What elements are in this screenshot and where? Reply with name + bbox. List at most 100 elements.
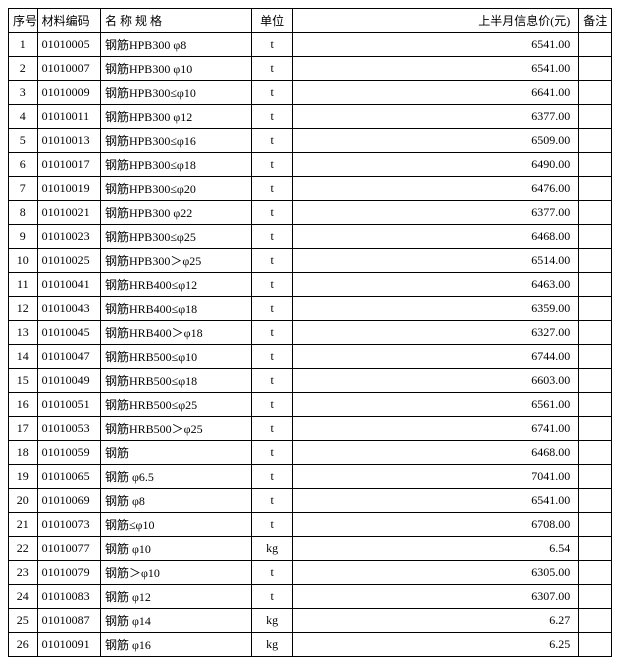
table-row: 1601010051钢筋HRB500≤φ25t6561.00 (9, 393, 612, 417)
cell-price: 6.25 (293, 633, 579, 657)
table-row: 2001010069钢筋 φ8t6541.00 (9, 489, 612, 513)
cell-name: 钢筋 φ8 (100, 489, 251, 513)
cell-name: 钢筋 φ14 (100, 609, 251, 633)
cell-note (579, 321, 612, 345)
cell-note (579, 105, 612, 129)
cell-unit: t (252, 321, 293, 345)
cell-seq: 10 (9, 249, 38, 273)
cell-code: 01010065 (37, 465, 100, 489)
cell-code: 01010019 (37, 177, 100, 201)
cell-note (579, 561, 612, 585)
cell-name: 钢筋HRB500≤φ10 (100, 345, 251, 369)
cell-code: 01010025 (37, 249, 100, 273)
cell-name: 钢筋HPB300≤φ18 (100, 153, 251, 177)
cell-note (579, 513, 612, 537)
cell-unit: t (252, 465, 293, 489)
cell-price: 6377.00 (293, 105, 579, 129)
cell-seq: 1 (9, 33, 38, 57)
cell-price: 6509.00 (293, 129, 579, 153)
table-row: 201010007钢筋HPB300 φ10t6541.00 (9, 57, 612, 81)
cell-unit: t (252, 393, 293, 417)
cell-price: 6744.00 (293, 345, 579, 369)
cell-seq: 18 (9, 441, 38, 465)
cell-code: 01010051 (37, 393, 100, 417)
cell-seq: 20 (9, 489, 38, 513)
cell-price: 6307.00 (293, 585, 579, 609)
cell-code: 01010079 (37, 561, 100, 585)
table-row: 2601010091钢筋 φ16kg6.25 (9, 633, 612, 657)
table-row: 2401010083钢筋 φ12t6307.00 (9, 585, 612, 609)
cell-price: 6490.00 (293, 153, 579, 177)
table-row: 1801010059钢筋t6468.00 (9, 441, 612, 465)
cell-name: 钢筋HRB500＞φ25 (100, 417, 251, 441)
cell-code: 01010091 (37, 633, 100, 657)
cell-name: 钢筋≤φ10 (100, 513, 251, 537)
table-row: 1201010043钢筋HRB400≤φ18t6359.00 (9, 297, 612, 321)
cell-seq: 16 (9, 393, 38, 417)
cell-note (579, 249, 612, 273)
cell-price: 6541.00 (293, 57, 579, 81)
cell-seq: 4 (9, 105, 38, 129)
cell-note (579, 537, 612, 561)
cell-price: 6708.00 (293, 513, 579, 537)
cell-unit: t (252, 57, 293, 81)
cell-name: 钢筋HPB300 φ12 (100, 105, 251, 129)
cell-unit: t (252, 81, 293, 105)
cell-name: 钢筋HPB300≤φ16 (100, 129, 251, 153)
header-code: 材料编码 (37, 9, 100, 33)
cell-unit: t (252, 177, 293, 201)
cell-name: 钢筋HRB400＞φ18 (100, 321, 251, 345)
table-row: 601010017钢筋HPB300≤φ18t6490.00 (9, 153, 612, 177)
cell-unit: kg (252, 609, 293, 633)
cell-seq: 3 (9, 81, 38, 105)
cell-seq: 5 (9, 129, 38, 153)
cell-price: 6476.00 (293, 177, 579, 201)
cell-note (579, 489, 612, 513)
cell-name: 钢筋 φ16 (100, 633, 251, 657)
cell-note (579, 129, 612, 153)
cell-unit: t (252, 201, 293, 225)
cell-unit: t (252, 249, 293, 273)
cell-seq: 9 (9, 225, 38, 249)
table-row: 101010005钢筋HPB300 φ8t6541.00 (9, 33, 612, 57)
cell-seq: 8 (9, 201, 38, 225)
cell-price: 6468.00 (293, 441, 579, 465)
cell-code: 01010043 (37, 297, 100, 321)
table-header-row: 序号 材料编码 名 称 规 格 单位 上半月信息价(元) 备注 (9, 9, 612, 33)
cell-code: 01010059 (37, 441, 100, 465)
cell-unit: t (252, 489, 293, 513)
cell-name: 钢筋 φ12 (100, 585, 251, 609)
cell-seq: 15 (9, 369, 38, 393)
cell-name: 钢筋HPB300≤φ10 (100, 81, 251, 105)
cell-code: 01010011 (37, 105, 100, 129)
cell-note (579, 33, 612, 57)
cell-seq: 14 (9, 345, 38, 369)
cell-name: 钢筋HPB300＞φ25 (100, 249, 251, 273)
cell-unit: t (252, 105, 293, 129)
cell-code: 01010077 (37, 537, 100, 561)
cell-price: 6641.00 (293, 81, 579, 105)
table-row: 2501010087钢筋 φ14kg6.27 (9, 609, 612, 633)
cell-seq: 12 (9, 297, 38, 321)
cell-unit: t (252, 297, 293, 321)
cell-code: 01010023 (37, 225, 100, 249)
cell-code: 01010049 (37, 369, 100, 393)
cell-seq: 25 (9, 609, 38, 633)
cell-seq: 26 (9, 633, 38, 657)
cell-code: 01010083 (37, 585, 100, 609)
cell-price: 6359.00 (293, 297, 579, 321)
cell-code: 01010005 (37, 33, 100, 57)
table-row: 701010019钢筋HPB300≤φ20t6476.00 (9, 177, 612, 201)
cell-note (579, 633, 612, 657)
header-name: 名 称 规 格 (100, 9, 251, 33)
cell-name: 钢筋 (100, 441, 251, 465)
cell-code: 01010053 (37, 417, 100, 441)
cell-unit: t (252, 417, 293, 441)
table-row: 1701010053钢筋HRB500＞φ25t6741.00 (9, 417, 612, 441)
cell-unit: t (252, 225, 293, 249)
cell-unit: t (252, 441, 293, 465)
cell-code: 01010047 (37, 345, 100, 369)
cell-name: 钢筋HPB300≤φ20 (100, 177, 251, 201)
cell-unit: t (252, 33, 293, 57)
cell-name: 钢筋HPB300≤φ25 (100, 225, 251, 249)
